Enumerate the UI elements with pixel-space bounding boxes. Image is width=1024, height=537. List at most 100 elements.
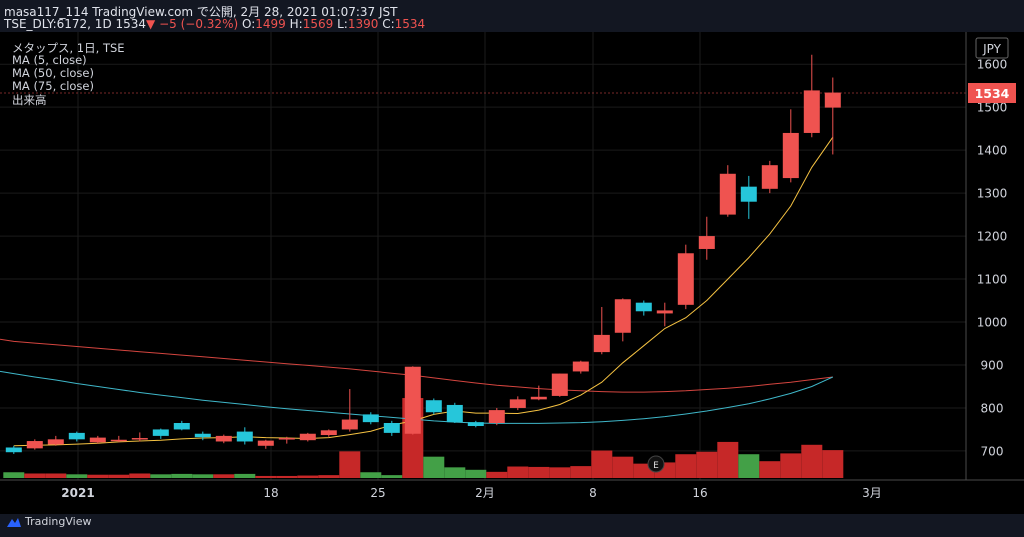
high-label: H: [289, 17, 303, 31]
candle-3 [68, 431, 85, 442]
candle-29 [614, 298, 631, 342]
candle-2 [47, 435, 64, 446]
candle-23 [488, 407, 505, 426]
candles [5, 54, 841, 454]
volume-bar-14 [297, 475, 319, 478]
chart-background [0, 32, 1024, 522]
volume-bar-28 [591, 450, 613, 478]
volume-bar-17 [360, 472, 382, 478]
legend-volume[interactable]: 出来高 [12, 93, 47, 107]
legend-title: メタップス, 1日, TSE [12, 41, 125, 55]
candle-9 [194, 431, 211, 441]
y-tick-label-6: 1300 [977, 187, 1008, 201]
tradingview-name: TradingView [25, 515, 92, 528]
open-label: O: [241, 17, 256, 31]
volume-bar-5 [108, 474, 130, 478]
candle-39 [824, 77, 841, 155]
volume-bar-11 [234, 473, 256, 478]
volume-bar-15 [318, 475, 340, 478]
candle-33 [698, 216, 715, 260]
y-axis-labels: 700 800 900 1000 1100 1200 1300 1400 1500 1600 [977, 58, 1008, 459]
volume-bar-38 [801, 444, 823, 478]
footer [0, 514, 1024, 537]
earnings-label: E [653, 461, 659, 471]
grid [0, 32, 966, 480]
earnings-marker[interactable]: E [647, 455, 665, 473]
candle-34 [719, 165, 736, 217]
volume-bar-1 [24, 473, 46, 478]
open-value: 1499 [255, 17, 286, 31]
volume-bar-20 [423, 456, 445, 478]
header: masa117_114 TradingView.com で公開, 2月 28, … [0, 0, 1024, 32]
volume-bar-23 [486, 471, 508, 478]
volume-bar-4 [87, 474, 109, 478]
y-tick-label-7: 1400 [977, 144, 1008, 158]
candle-25 [530, 385, 547, 401]
candle-0 [5, 445, 22, 454]
candle-6 [131, 432, 148, 442]
y-tick-label-3: 1000 [977, 316, 1008, 330]
volume-bar-18 [381, 475, 403, 478]
earnings-icon[interactable] [647, 455, 665, 473]
volume-bar-10 [213, 474, 235, 478]
volume-bar-26 [549, 467, 571, 478]
volume-bar-9 [192, 474, 214, 478]
candle-10 [215, 434, 232, 444]
volume-bar-35 [738, 454, 760, 478]
candle-31 [656, 302, 673, 327]
candle-26 [551, 373, 568, 397]
y-tick-label-0: 700 [981, 444, 1004, 458]
volume-bar-33 [696, 451, 718, 478]
candle-16 [341, 389, 358, 432]
volume-bar-34 [717, 441, 739, 478]
candle-11 [236, 427, 253, 445]
candle-15 [320, 429, 337, 437]
x-tick-label-2: 25 [370, 486, 385, 500]
tradingview-logo[interactable]: TradingView [6, 515, 91, 528]
candle-8 [173, 420, 190, 431]
volume-bar-2 [45, 473, 67, 478]
x-tick-label-4: 8 [589, 486, 597, 500]
candle-4 [89, 435, 106, 444]
y-tick-label-9: 1600 [977, 58, 1008, 72]
y-tick-label-5: 1200 [977, 230, 1008, 244]
volume-bar-6 [129, 473, 151, 478]
price-chart[interactable]: E 7008009001000110012001300140015001600 … [0, 32, 1024, 522]
close-value: 1534 [394, 17, 426, 31]
x-tick-label-1: 18 [263, 486, 278, 500]
candle-20 [425, 398, 442, 415]
x-tick-label-3: 2月 [475, 486, 495, 500]
candle-18 [383, 420, 400, 436]
legend-ma5[interactable]: MA (5, close) [12, 53, 87, 67]
candle-19 [404, 366, 421, 435]
currency-box[interactable]: JPY [975, 37, 1009, 59]
candle-22 [467, 420, 484, 428]
y-tick-label-2: 900 [981, 358, 1004, 372]
candle-17 [362, 412, 379, 425]
volume-bar-21 [444, 467, 466, 478]
y-tick-label-4: 1100 [977, 273, 1008, 287]
x-axis-labels: 2021 18 25 2月 8 16 3月 [61, 486, 882, 500]
volume-bar-3 [66, 474, 88, 478]
volume-bar-16 [339, 451, 361, 478]
last-price-text: 1534 [975, 86, 1010, 101]
legend-ma75[interactable]: MA (75, close) [12, 79, 94, 93]
candle-32 [677, 244, 694, 310]
volume-bar-0 [3, 472, 25, 478]
volume-bar-13 [276, 475, 298, 478]
volume-bar-12 [255, 475, 277, 478]
candle-35 [740, 175, 757, 219]
x-tick-label-5: 16 [692, 486, 707, 500]
volume-bar-7 [150, 474, 172, 478]
candle-27 [572, 360, 589, 374]
volume-bar-27 [570, 466, 592, 478]
x-tick-label-6: 3月 [862, 486, 882, 500]
candle-36 [761, 160, 778, 194]
low-label: L: [337, 17, 348, 31]
volume-bar-36 [759, 461, 781, 478]
price-axis[interactable] [966, 32, 1024, 522]
y-tick-label-8: 1500 [977, 101, 1008, 115]
x-tick-label-0: 2021 [61, 486, 94, 500]
candle-12 [257, 439, 274, 449]
legend-ma50[interactable]: MA (50, close) [12, 66, 94, 80]
